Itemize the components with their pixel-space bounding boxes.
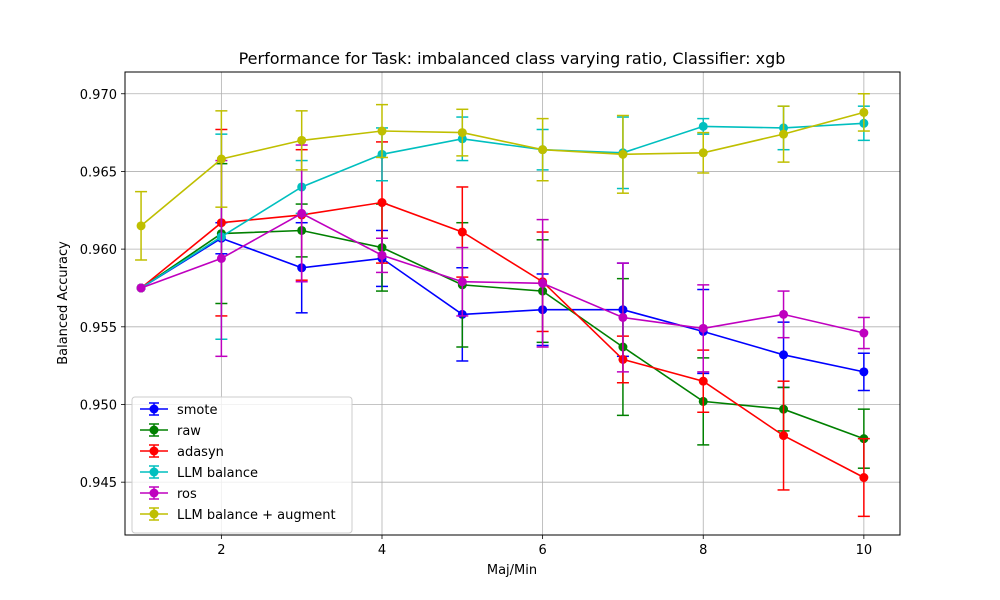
y-tick-label: 0.965 (80, 165, 117, 180)
data-point (779, 431, 789, 441)
x-tick-label: 2 (217, 543, 225, 558)
series-line (140, 122, 864, 289)
legend-label: LLM balance + augment (177, 508, 336, 523)
y-axis-label: Balanced Accuracy (56, 241, 71, 365)
data-point (779, 350, 789, 360)
series-line (140, 229, 865, 440)
legend-label: LLM balance (177, 466, 258, 481)
ticks: 2 4 6 8 10 0.945 0.950 0.955 0.960 0.965 0.970 (80, 88, 872, 558)
data-point (698, 121, 708, 131)
legend-item: LLM balance (140, 465, 258, 481)
data-point (136, 221, 146, 231)
data-point (859, 107, 869, 117)
data-point (859, 328, 869, 338)
y-tick-label: 0.950 (80, 398, 117, 413)
series-layer (135, 93, 870, 518)
data-point (698, 376, 708, 386)
data-point (538, 278, 548, 288)
legend-marker (149, 488, 159, 498)
x-axis-label: Maj/Min (487, 563, 537, 578)
legend-label: smote (177, 403, 218, 418)
y-tick-label: 0.945 (80, 476, 117, 491)
data-point (457, 277, 467, 287)
legend: smote raw adasyn LLM balance ros LLM balance … (131, 396, 353, 534)
data-point (377, 126, 387, 136)
legend-item: smote (140, 402, 218, 418)
data-point (216, 253, 226, 263)
data-point (779, 309, 789, 319)
y-tick-label: 0.960 (80, 243, 117, 258)
data-point (377, 198, 387, 208)
legend-label: adasyn (177, 445, 224, 460)
data-point (698, 148, 708, 158)
data-point (859, 367, 869, 377)
legend-item: adasyn (140, 444, 224, 460)
data-point (618, 312, 628, 322)
data-point (779, 129, 789, 139)
series-4 (136, 144, 870, 373)
legend-marker (149, 467, 159, 477)
y-tick-label: 0.970 (80, 88, 117, 103)
data-point (457, 227, 467, 237)
legend-item: ros (140, 486, 197, 502)
data-point (216, 154, 226, 164)
legend-item: raw (140, 423, 201, 439)
x-tick-label: 4 (378, 543, 386, 558)
legend-label: raw (177, 424, 201, 439)
series-line (140, 111, 865, 227)
series-line (140, 212, 865, 334)
legend-marker (149, 509, 159, 519)
x-tick-label: 6 (538, 543, 546, 558)
data-point (698, 323, 708, 333)
legend-marker (149, 446, 159, 456)
data-point (538, 145, 548, 155)
legend-item: LLM balance + augment (140, 507, 336, 523)
data-point (618, 149, 628, 159)
data-point (297, 135, 307, 145)
data-point (859, 473, 869, 483)
data-point (377, 250, 387, 260)
series-5 (135, 93, 870, 261)
data-point (457, 128, 467, 138)
legend-label: ros (177, 487, 197, 502)
data-point (297, 208, 307, 218)
x-tick-label: 10 (856, 543, 873, 558)
series-line (140, 237, 865, 373)
y-tick-label: 0.955 (80, 321, 117, 336)
legend-marker (149, 425, 159, 435)
plot-frame (124, 71, 901, 536)
series-line (140, 201, 865, 479)
chart-title: Performance for Task: imbalanced class v… (239, 49, 786, 68)
legend-box (131, 396, 353, 534)
data-point (136, 283, 146, 293)
legend-marker (149, 404, 159, 414)
x-tick-label: 8 (699, 543, 707, 558)
